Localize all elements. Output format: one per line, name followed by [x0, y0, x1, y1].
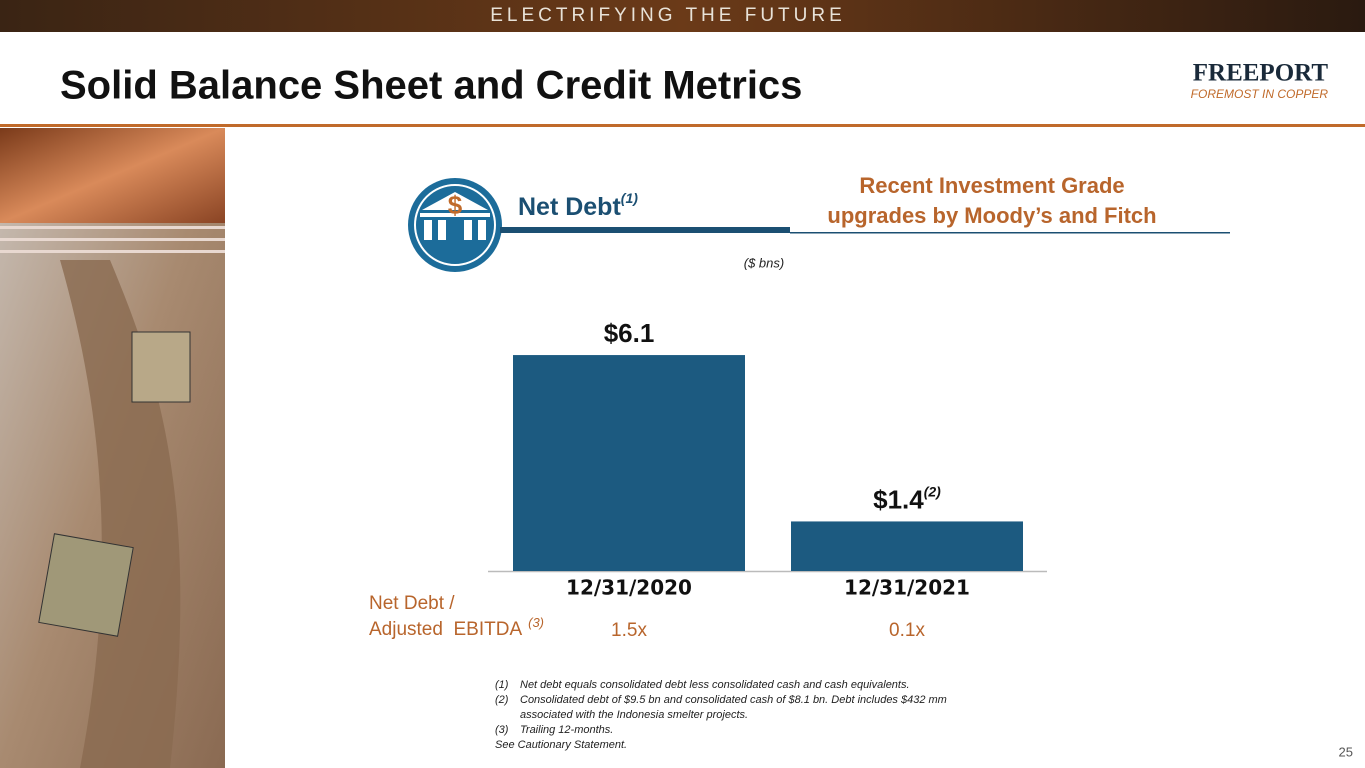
- ratio-label: Net Debt /: [369, 593, 455, 614]
- ratio-label: Adjusted EBITDA (3): [369, 615, 544, 640]
- rule-thick: [500, 227, 790, 233]
- footnote-text: Net debt equals consolidated debt less c…: [520, 679, 910, 691]
- bars: $6.1 12/31/2020 1.5x $1.4(2) 12/31/2021 0.1x: [513, 318, 1023, 641]
- footnote-text: associated with the Indonesia smelter pr…: [520, 709, 748, 721]
- footnote-text: Trailing 12-months.: [520, 724, 613, 736]
- callout: upgrades by Moody’s and Fitch: [827, 203, 1156, 228]
- value-label-text: $6.1: [604, 318, 655, 348]
- x-tick-label: 12/31/2020: [566, 576, 692, 600]
- photo: [0, 128, 225, 768]
- banner: [0, 0, 1365, 32]
- footnote-marker: (3): [495, 724, 509, 736]
- logo-name: FREEPORT: [1193, 60, 1329, 87]
- rule-thin: [790, 232, 1230, 234]
- callout: Recent Investment Grade: [859, 173, 1124, 198]
- page-number: 25: [1339, 744, 1353, 759]
- value-note: (2): [924, 483, 941, 499]
- logo-tagline: FOREMOST IN COPPER: [1191, 87, 1329, 101]
- value-label: $1.4(2): [873, 483, 941, 514]
- bar: [513, 355, 745, 571]
- footnote-text: Consolidated debt of $9.5 bn and consoli…: [520, 694, 947, 706]
- chart-subtitle: ($ bns): [744, 255, 784, 270]
- title-note: (1): [621, 190, 638, 206]
- net-debt-icon: $: [408, 178, 502, 272]
- value-label-text: $1.4: [873, 484, 924, 514]
- x-tick-label: 12/31/2021: [844, 576, 970, 600]
- divider: [0, 124, 1365, 127]
- footnote-marker: (1): [495, 679, 509, 691]
- bar: [791, 521, 1023, 571]
- slide-title: Solid Balance Sheet and Credit Metrics: [60, 64, 802, 108]
- svg-text:$: $: [448, 190, 463, 220]
- ratio-value: 0.1x: [889, 620, 925, 641]
- value-label: $6.1: [604, 318, 655, 348]
- cautionary: See Cautionary Statement.: [495, 739, 627, 751]
- chart-title: Net Debt(1): [518, 190, 638, 221]
- ratio-note: (3): [528, 615, 544, 630]
- ratio-value: 1.5x: [611, 620, 647, 641]
- footnotes: (1) Net debt equals consolidated debt les…: [495, 679, 947, 751]
- banner-text: ELECTRIFYING THE FUTURE: [490, 5, 846, 26]
- footnote-marker: (2): [495, 694, 509, 706]
